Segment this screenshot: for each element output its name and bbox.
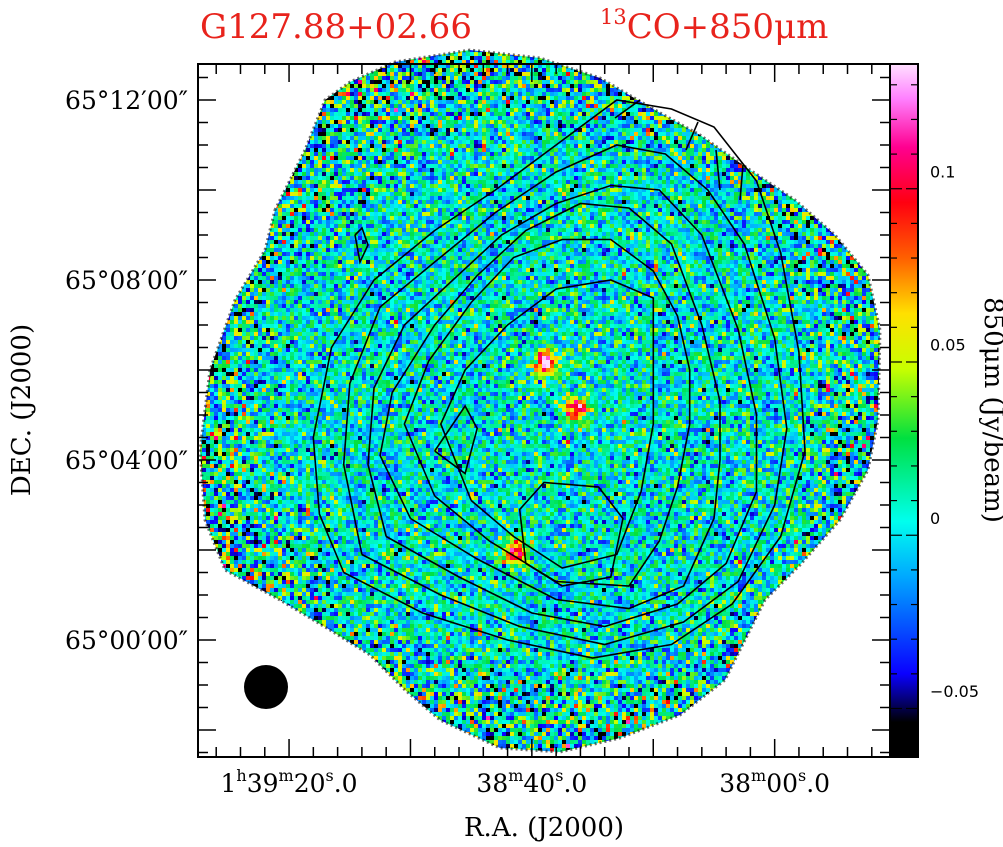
colorbar-frame <box>889 63 919 758</box>
chart-title-tracer-sup: 13 <box>600 5 627 29</box>
co13-contour-5 <box>379 202 721 610</box>
colorbar-ticks: 0.1 0.05 0 −0.05 <box>890 84 979 744</box>
x-tick-labels: 1h39m20s.0 38m40s.0 38m00s.0 <box>221 766 831 798</box>
co13-contour-fragment-2 <box>685 121 699 151</box>
x-tick-label-3: 38m00s.0 <box>719 766 830 798</box>
chart-title-tracer-main: CO+850μm <box>627 7 829 47</box>
beam-marker <box>244 665 288 709</box>
co13-contour-fragment-1 <box>614 99 641 119</box>
co13-contour-7 <box>342 144 788 646</box>
colorbar-label: 850μm (Jy/beam) <box>978 297 1003 523</box>
co13-contour-4 <box>403 238 691 587</box>
y-tick-label-3: 65°04′00″ <box>65 446 188 475</box>
y-tick-label-1: 65°12′00″ <box>65 86 188 115</box>
colorbar <box>890 64 918 757</box>
y-axis-label: DEC. (J2000) <box>7 324 37 496</box>
map-edge <box>198 48 882 754</box>
x-tick-label-2: 38m40s.0 <box>476 766 587 798</box>
co13-contour-8 <box>312 99 806 659</box>
co13-contour-isolated <box>354 226 369 265</box>
co13-contour-6 <box>367 184 758 628</box>
chart-title-source: G127.88+02.66 <box>200 7 472 47</box>
y-tick-label-4: 65°00′00″ <box>65 626 188 655</box>
colorbar-tick-label-3: 0 <box>930 509 940 528</box>
co13-contour-fragment-3 <box>715 149 721 191</box>
axis-ticks <box>198 64 890 757</box>
colorbar-tick-label-4: −0.05 <box>930 682 979 701</box>
co13-contours <box>312 99 806 659</box>
chart-title-tracer: 13CO+850μm <box>600 5 828 47</box>
co13-contour-2 <box>434 404 479 475</box>
colorbar-tick-label-1: 0.1 <box>930 162 955 181</box>
x-tick-label-1: 1h39m20s.0 <box>221 766 358 798</box>
x-axis-label: R.A. (J2000) <box>464 813 624 843</box>
y-tick-label-2: 65°08′00″ <box>65 266 188 295</box>
co13-contour-fragment-4 <box>739 164 744 201</box>
co13-contour-1 <box>518 481 624 587</box>
y-tick-labels: 65°12′00″ 65°08′00″ 65°04′00″ 65°00′00″ <box>65 86 188 655</box>
co13-contour-3 <box>439 279 655 569</box>
colorbar-tick-label-2: 0.05 <box>930 336 966 355</box>
